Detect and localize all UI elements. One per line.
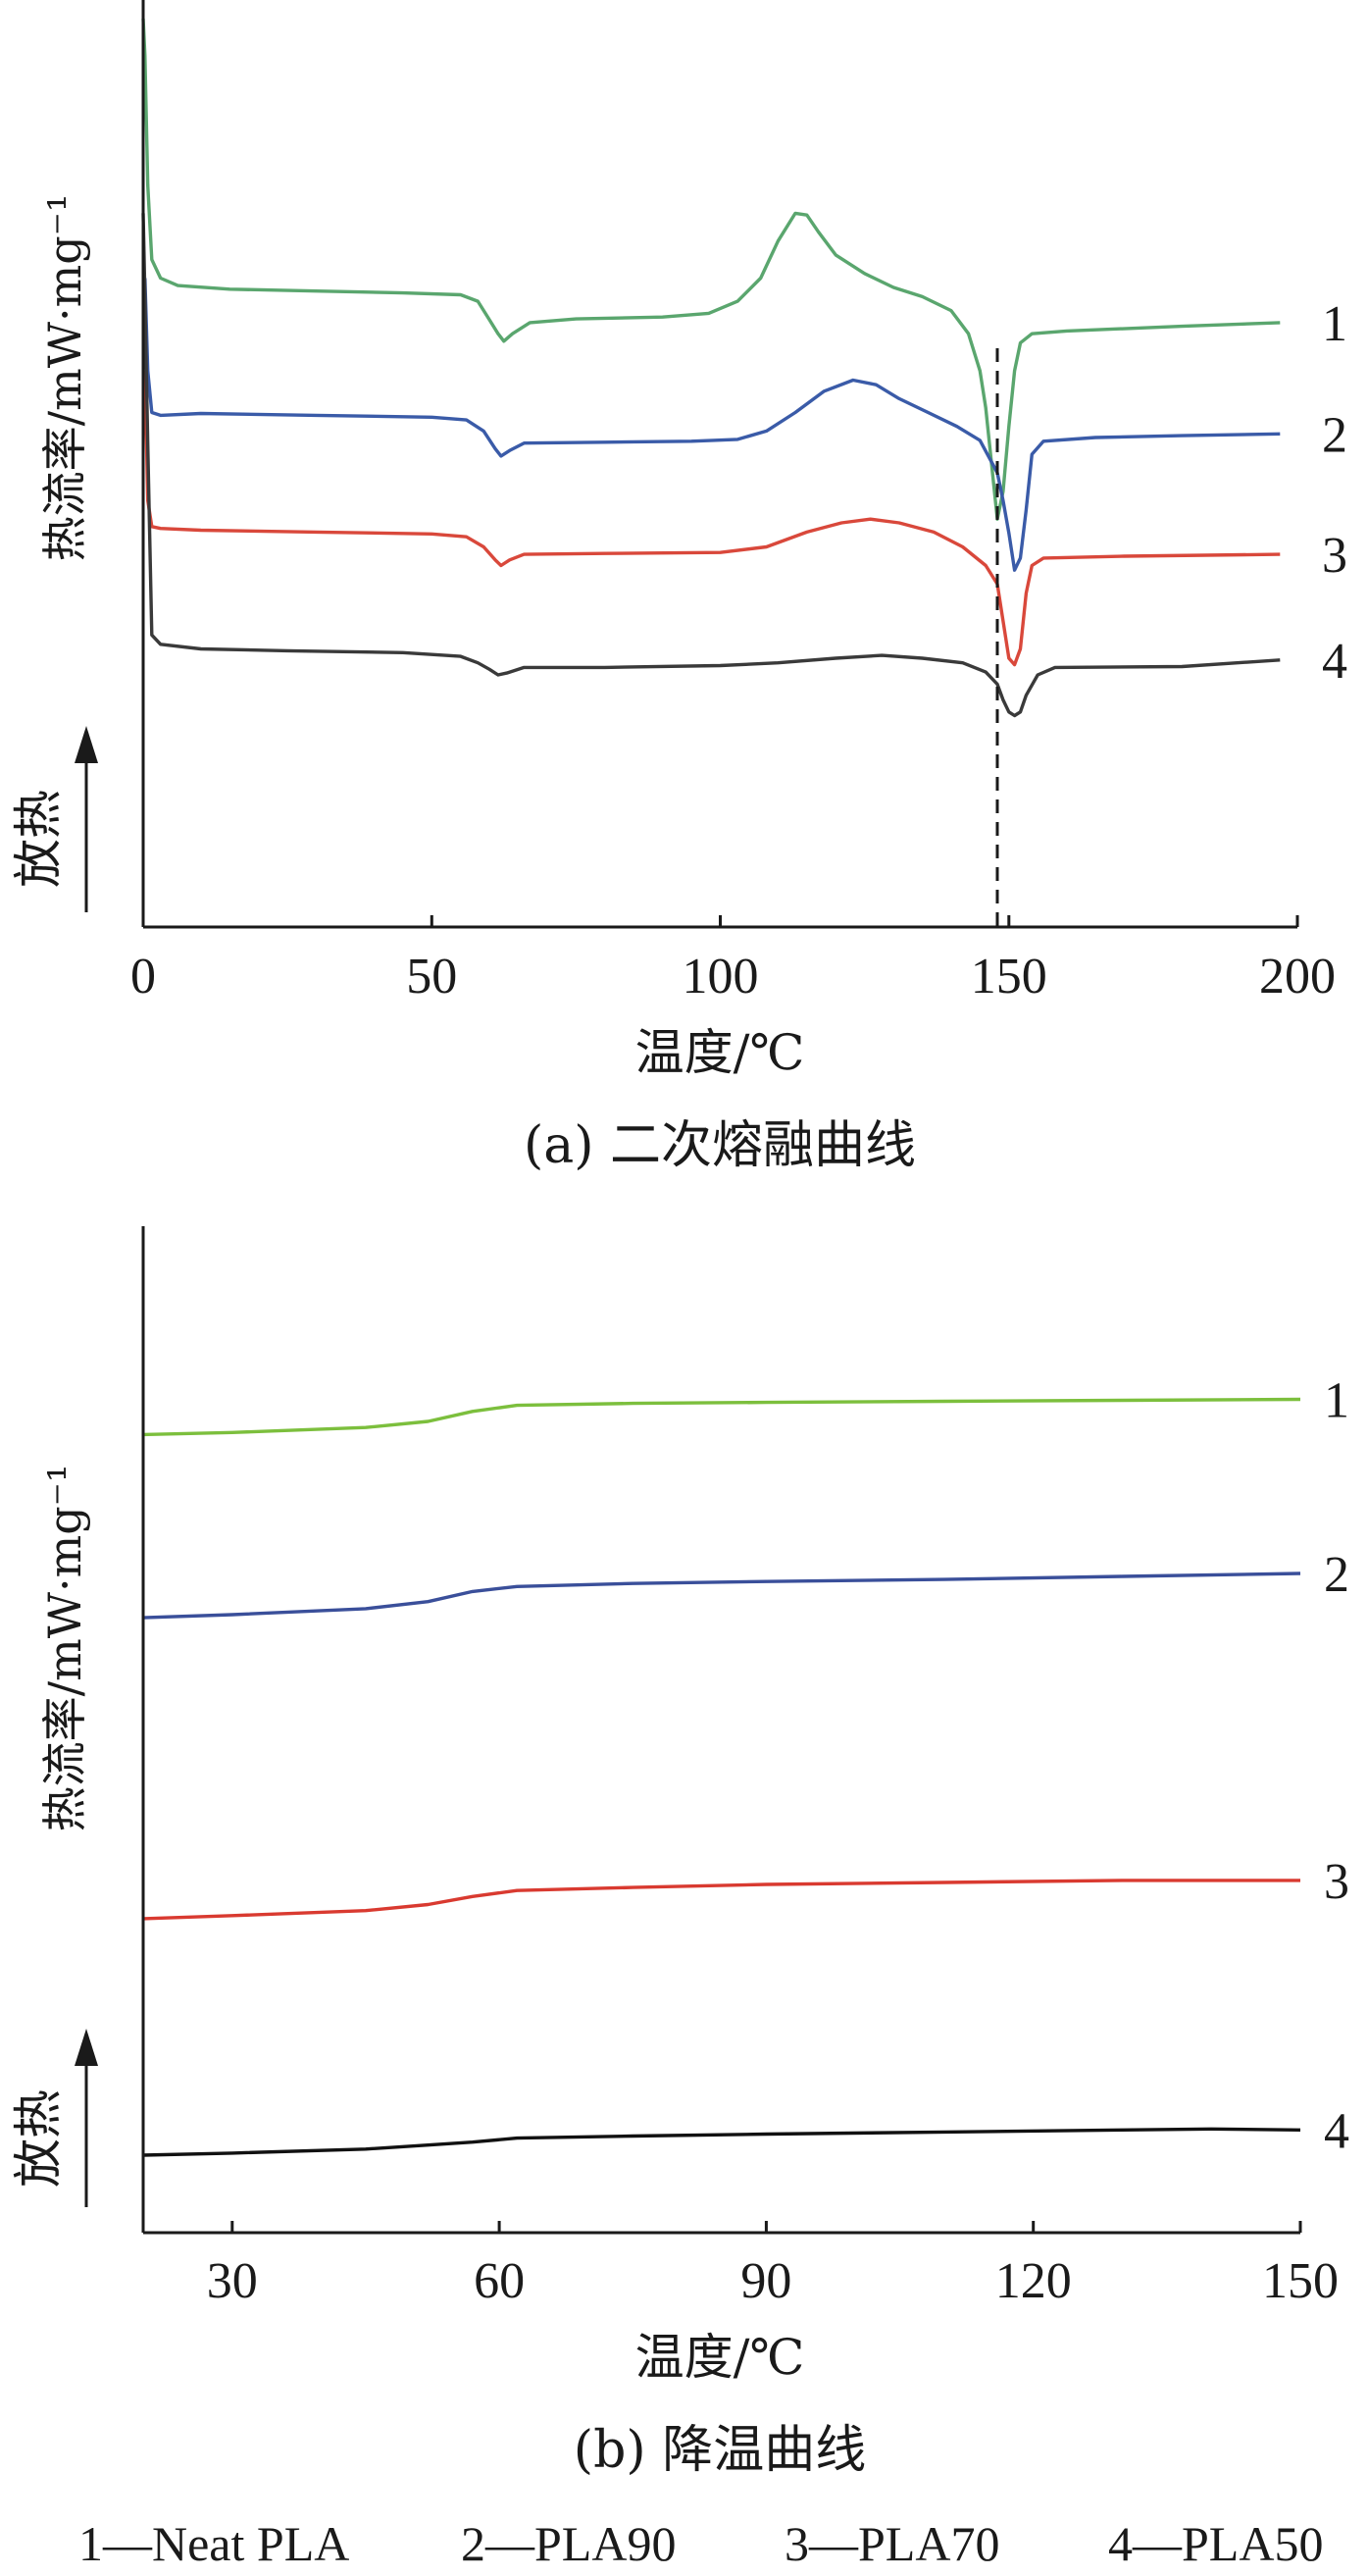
pa-tick-label-150: 150 bbox=[971, 949, 1047, 1005]
panel-a-x-axis-title: 温度/℃ bbox=[635, 1024, 805, 1081]
panel-b-curve-labels: 1 2 3 4 bbox=[1324, 1373, 1349, 2160]
panel-b-exo-arrow-head bbox=[75, 2029, 98, 2066]
pb-series-2-line bbox=[142, 1571, 1301, 1620]
pb-curve-label-4: 4 bbox=[1324, 2103, 1349, 2159]
pa-series-4-line bbox=[141, 213, 1281, 718]
pa-series-3-line bbox=[143, 370, 1281, 667]
panel-a-chart: 0 50 100 150 200 1 2 3 4 热流率/mW·mg⁻¹ 放热 温度/℃ (a… bbox=[10, 0, 1347, 1175]
pb-curve-label-3: 3 bbox=[1324, 1854, 1349, 1910]
pa-curve-label-2: 2 bbox=[1322, 407, 1347, 463]
pb-curve-label-1: 1 bbox=[1324, 1373, 1349, 1429]
panel-a-exo-arrow-head bbox=[75, 726, 98, 763]
panel-b-exo-label: 放热 bbox=[10, 2089, 67, 2188]
legend: 1—Neat PLA 2—PLA90 3—PLA70 4—PLA50 bbox=[78, 2516, 1323, 2571]
pa-tick-label-200: 200 bbox=[1259, 949, 1336, 1005]
pa-tick-label-0: 0 bbox=[130, 949, 156, 1005]
pb-curve-label-2: 2 bbox=[1324, 1547, 1349, 1603]
pb-tick-label-120: 120 bbox=[995, 2253, 1072, 2309]
panel-a-curve-labels: 1 2 3 4 bbox=[1322, 296, 1347, 690]
panel-b-curves bbox=[142, 1397, 1301, 2157]
panel-a-exo-label: 放热 bbox=[10, 790, 67, 888]
pb-series-1-line bbox=[142, 1397, 1301, 1437]
pb-tick-label-30: 30 bbox=[207, 2253, 258, 2309]
pb-series-4-line bbox=[142, 2127, 1301, 2157]
pa-series-2-line bbox=[143, 278, 1281, 572]
panel-b-chart: 30 60 90 120 150 1 2 3 4 热流率/mW·mg⁻¹ 放热 温度/℃ (b… bbox=[10, 1226, 1349, 2480]
panel-b-x-ticks: 30 60 90 120 150 bbox=[207, 2221, 1339, 2309]
legend-entry-pla70: 3—PLA70 bbox=[785, 2516, 999, 2571]
panel-a-x-ticks: 0 50 100 150 200 bbox=[130, 915, 1336, 1005]
panel-a-y-axis-title: 热流率/mW·mg⁻¹ bbox=[38, 194, 91, 562]
pa-tick-label-50: 50 bbox=[406, 949, 457, 1005]
pa-curve-label-4: 4 bbox=[1322, 634, 1347, 690]
panel-b-caption: (b) 降温曲线 bbox=[574, 2421, 866, 2480]
panel-b-x-axis-title: 温度/℃ bbox=[635, 2329, 805, 2386]
pb-tick-label-150: 150 bbox=[1262, 2253, 1339, 2309]
pb-tick-label-60: 60 bbox=[474, 2253, 525, 2309]
pa-tick-label-100: 100 bbox=[683, 949, 759, 1005]
legend-entry-pla50: 4—PLA50 bbox=[1108, 2516, 1323, 2571]
pb-tick-label-90: 90 bbox=[740, 2253, 791, 2309]
panel-a-curves bbox=[141, 18, 1281, 718]
legend-entry-neat-pla: 1—Neat PLA bbox=[78, 2516, 349, 2571]
pb-series-3-line bbox=[142, 1879, 1300, 1921]
panel-b-y-axis-title: 热流率/mW·mg⁻¹ bbox=[38, 1465, 91, 1832]
legend-entry-pla90: 2—PLA90 bbox=[461, 2516, 676, 2571]
pa-curve-label-3: 3 bbox=[1322, 528, 1347, 584]
pa-curve-label-1: 1 bbox=[1322, 296, 1347, 352]
pa-series-1-line bbox=[141, 18, 1281, 521]
panel-a-caption: (a) 二次熔融曲线 bbox=[524, 1116, 916, 1175]
